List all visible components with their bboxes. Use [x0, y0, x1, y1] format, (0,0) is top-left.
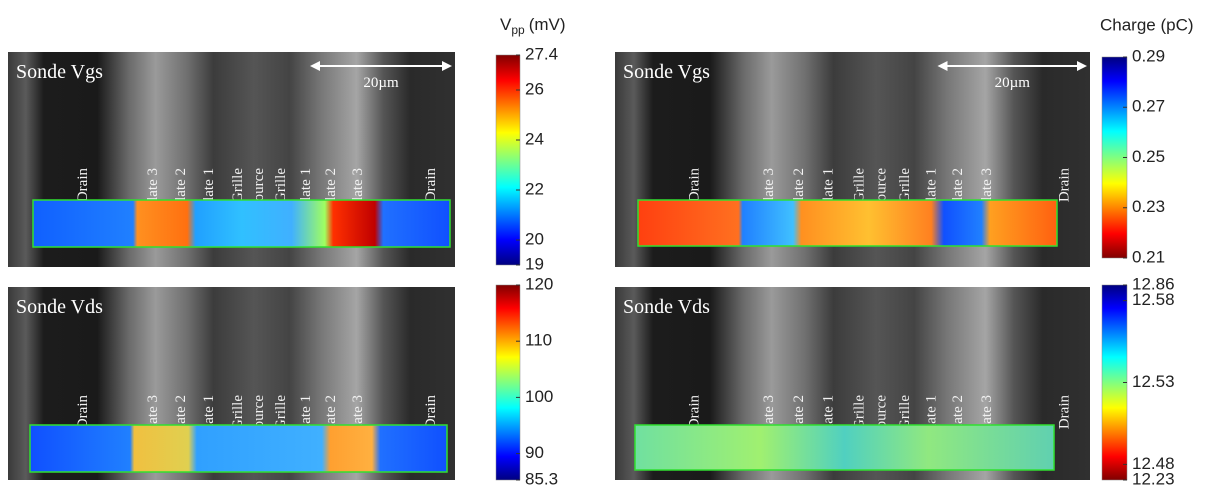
colorbar-tick-label: 26 — [525, 79, 544, 98]
column-label: Drain — [1056, 395, 1072, 430]
colorbar-tick-label: 0.27 — [1132, 97, 1165, 116]
colorbar-title: Charge (pC) — [1100, 15, 1194, 34]
colorbar-tick-label: 0.23 — [1132, 197, 1165, 216]
colorbar-tick-label: 90 — [525, 443, 544, 462]
heatmap-strip — [637, 199, 1058, 247]
colorbar-tick-label: 0.29 — [1132, 46, 1165, 65]
scale-label: 20µm — [363, 75, 399, 91]
column-label: Drain — [687, 395, 703, 430]
panel-title: Sonde Vds — [623, 296, 710, 318]
heatmap-strip — [32, 199, 451, 248]
colorbar-tick-label: 12.48 — [1132, 454, 1175, 473]
colorbar-tick-label: 12.86 — [1132, 274, 1175, 293]
panel-title: Sonde Vds — [16, 296, 103, 318]
colorbar — [1101, 284, 1128, 481]
colorbar-tick-label: 19 — [525, 254, 544, 273]
colorbar-title: Vpp (mV) — [500, 15, 566, 37]
scale-label: 20µm — [995, 75, 1031, 91]
column-label: Drain — [1056, 168, 1072, 203]
column-label: Drain — [423, 168, 439, 203]
colorbar-tick-label: 85.3 — [525, 469, 558, 488]
colorbar-tick-label: 12.23 — [1132, 469, 1175, 488]
colorbar-tick-label: 20 — [525, 229, 544, 248]
column-label: Grille — [897, 395, 913, 430]
column-label: Grille — [851, 168, 867, 203]
column-label: Grille — [230, 395, 246, 430]
column-label: Source — [874, 168, 890, 210]
panels: Sonde VgsDrainField plate 3Field plate 2… — [8, 44, 1175, 488]
column-label: Drain — [75, 395, 91, 430]
colorbar — [495, 54, 521, 266]
colorbar-tick-label: 0.21 — [1132, 247, 1165, 266]
column-label: Grille — [897, 168, 913, 203]
column-label: Grille — [273, 395, 289, 430]
column-label: Drain — [75, 168, 91, 203]
column-label: Grille — [273, 168, 289, 203]
colorbar-tick-label: 12.53 — [1132, 372, 1175, 391]
column-label: Drain — [687, 168, 703, 203]
panel-title: Sonde Vgs — [16, 61, 103, 83]
heatmap-strip — [29, 424, 448, 473]
colorbar-tick-label: 12.58 — [1132, 290, 1175, 309]
heatmap-strip — [634, 424, 1055, 471]
colorbar-tick-label: 22 — [525, 179, 544, 198]
colorbar — [1101, 56, 1128, 259]
colorbar-tick-label: 100 — [525, 387, 553, 406]
colorbar-tick-label: 110 — [525, 331, 552, 350]
column-label: Drain — [423, 395, 439, 430]
column-label: Grille — [230, 168, 246, 203]
column-label: Source — [251, 168, 267, 210]
colorbar — [495, 284, 521, 481]
colorbar-tick-label: 24 — [525, 129, 544, 148]
colorbar-tick-label: 120 — [525, 274, 553, 293]
colorbar-tick-label: 0.25 — [1132, 147, 1165, 166]
colorbar-tick-label: 27.4 — [525, 44, 558, 63]
panel-title: Sonde Vgs — [623, 61, 710, 83]
column-label: Grille — [851, 395, 867, 430]
